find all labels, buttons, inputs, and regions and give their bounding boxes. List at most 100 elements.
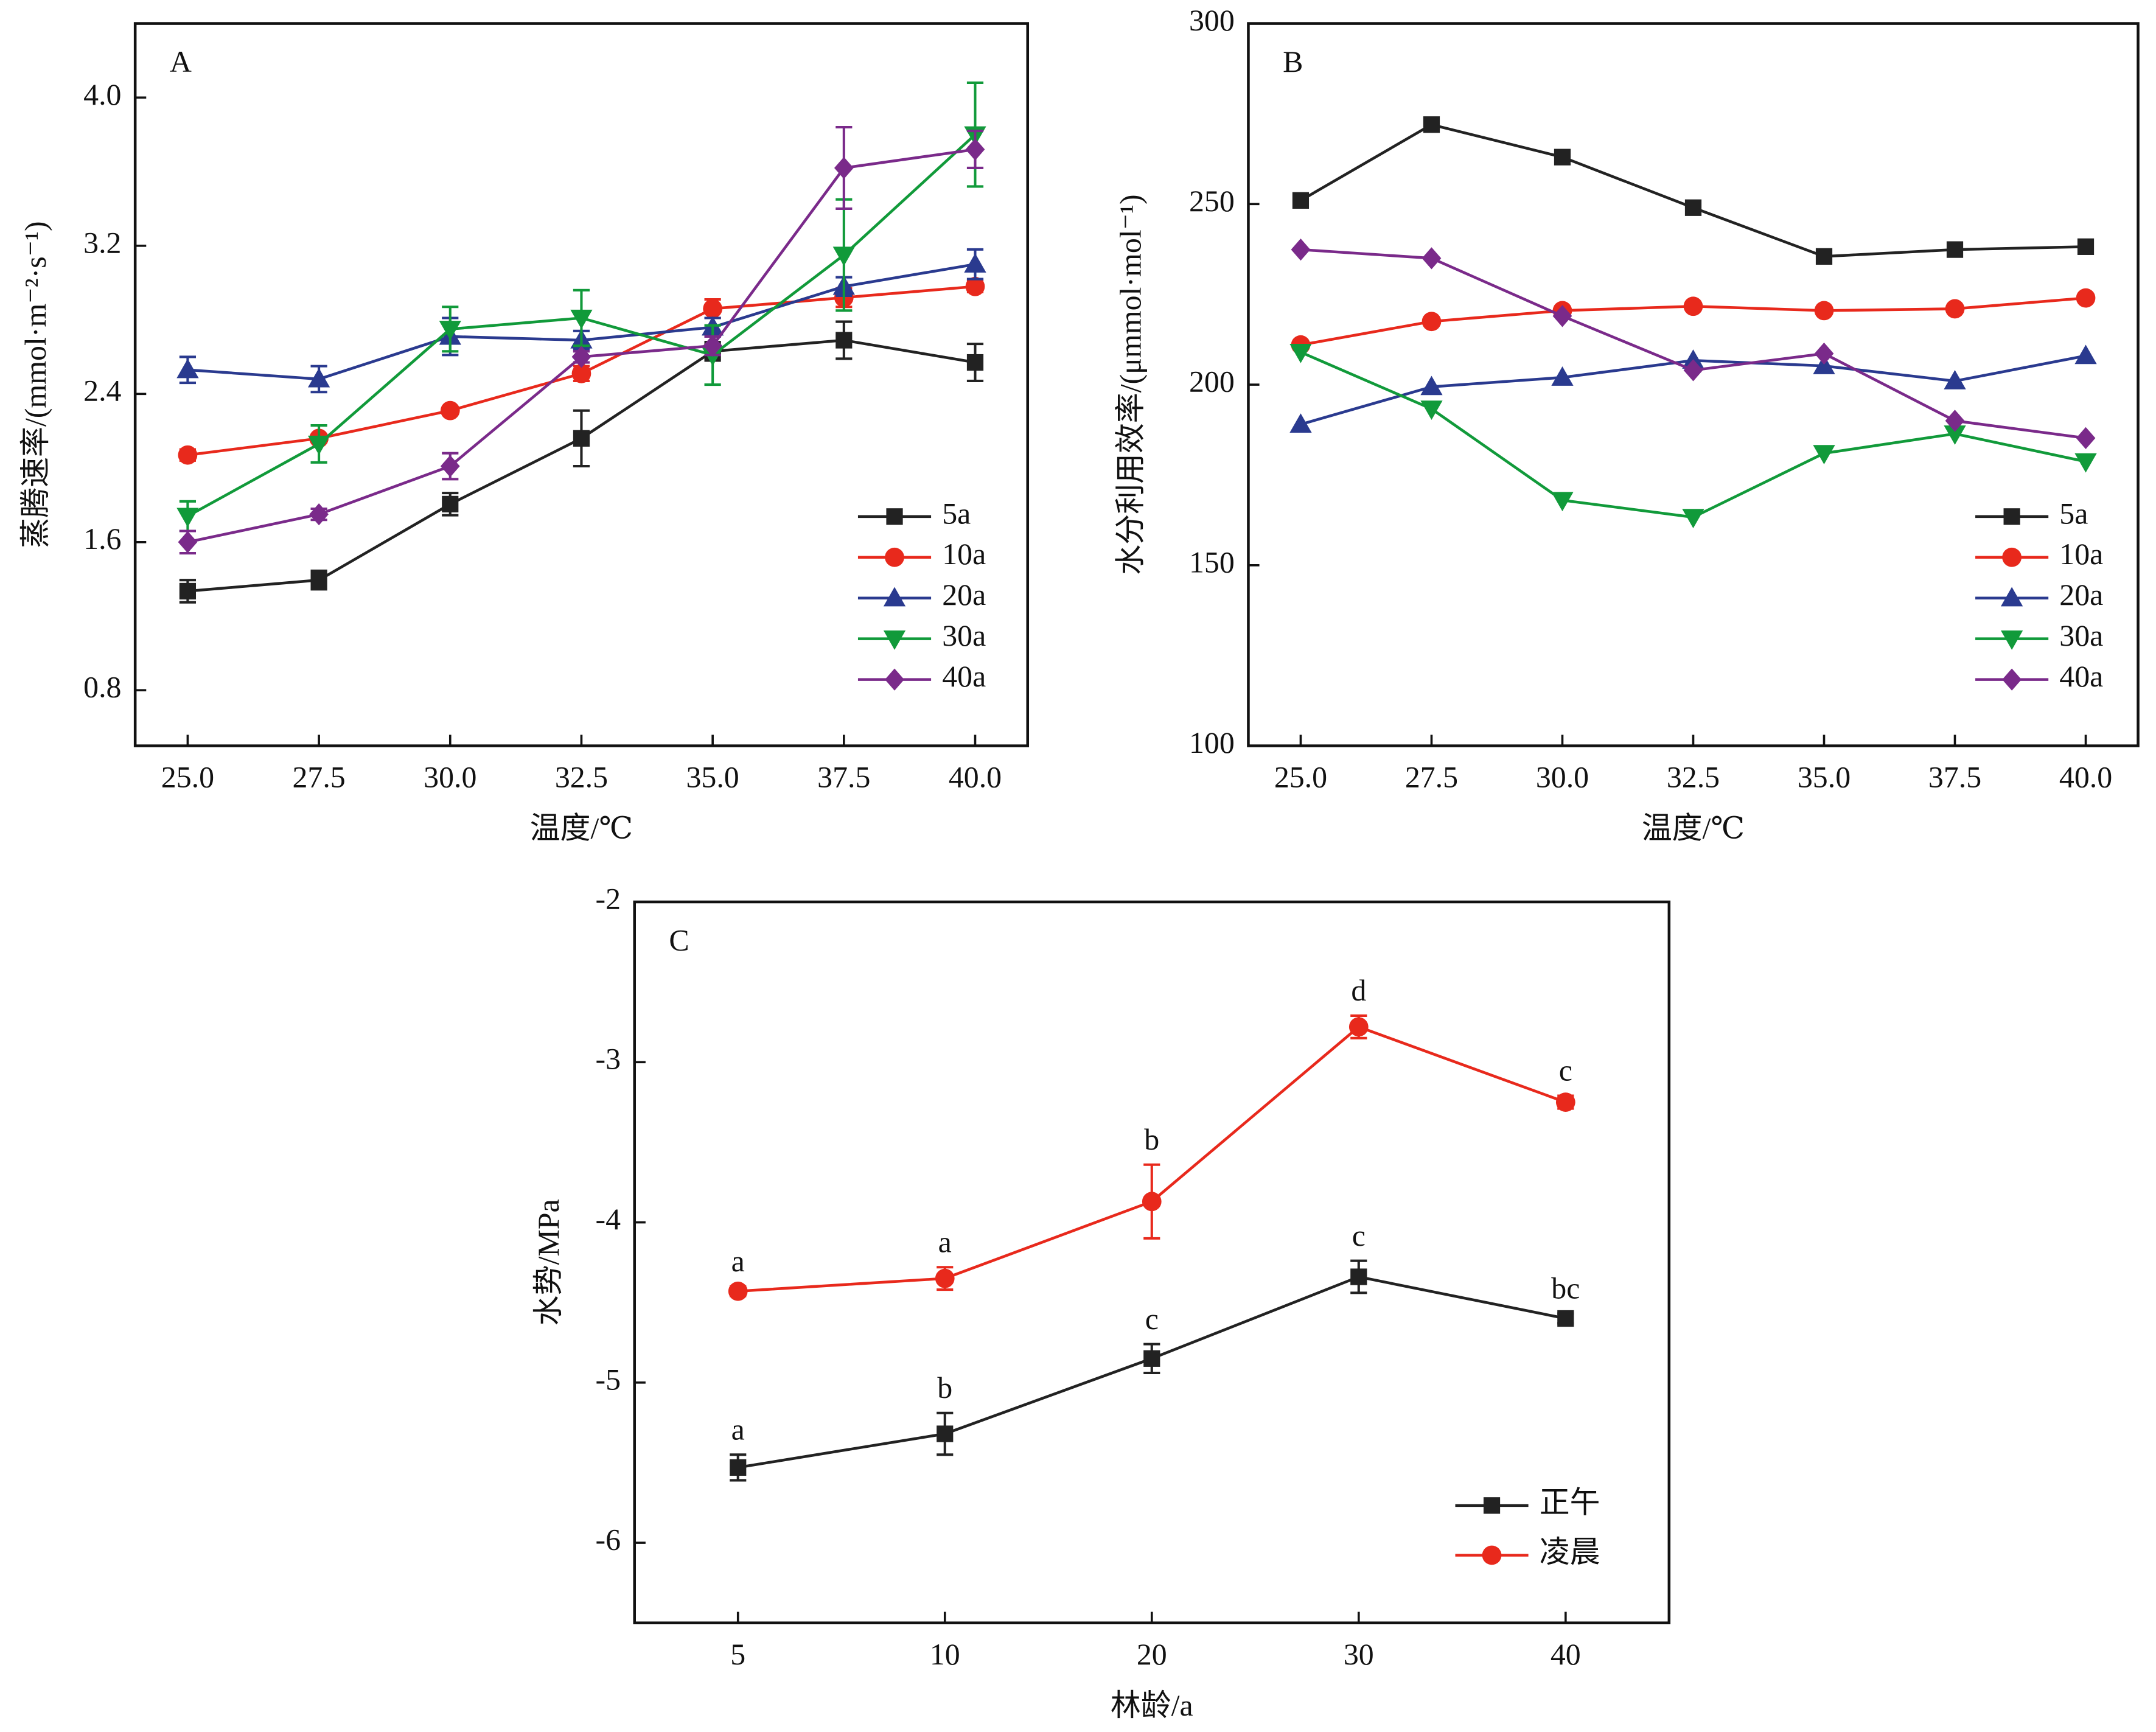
y-tick-label: 3.2 bbox=[83, 226, 121, 259]
x-tick-label: 10 bbox=[930, 1638, 960, 1671]
marker bbox=[179, 582, 197, 600]
marker bbox=[1420, 375, 1443, 396]
marker bbox=[2074, 344, 2097, 365]
y-tick-label: -4 bbox=[596, 1203, 621, 1236]
x-tick-label: 35.0 bbox=[1798, 761, 1851, 794]
significance-label: c bbox=[1145, 1302, 1159, 1336]
marker bbox=[1420, 400, 1443, 420]
marker bbox=[836, 332, 853, 349]
legend-label: 30a bbox=[2059, 619, 2103, 652]
legend-label: 5a bbox=[2059, 497, 2088, 530]
marker bbox=[439, 321, 461, 340]
marker bbox=[307, 435, 330, 455]
marker bbox=[1142, 1192, 1162, 1212]
marker bbox=[1350, 1268, 1367, 1285]
marker bbox=[310, 571, 327, 588]
marker bbox=[178, 531, 198, 553]
marker bbox=[1682, 509, 1704, 529]
marker bbox=[703, 334, 723, 357]
significance-label: a bbox=[731, 1245, 745, 1278]
marker bbox=[965, 276, 985, 296]
marker bbox=[834, 156, 854, 180]
marker bbox=[176, 508, 199, 528]
y-tick-label: 100 bbox=[1189, 726, 1235, 759]
significance-label: b bbox=[937, 1371, 952, 1405]
marker bbox=[886, 508, 903, 525]
x-tick-label: 27.5 bbox=[1405, 761, 1458, 794]
y-tick-label: 150 bbox=[1189, 545, 1235, 579]
y-tick-label: 2.4 bbox=[83, 374, 121, 408]
marker bbox=[883, 630, 906, 650]
marker bbox=[1422, 247, 1442, 270]
legend-label: 正午 bbox=[1540, 1486, 1600, 1519]
x-tick-label: 25.0 bbox=[1274, 761, 1327, 794]
marker bbox=[1683, 296, 1703, 316]
marker bbox=[570, 309, 593, 329]
y-tick-label: 0.8 bbox=[83, 671, 121, 704]
marker bbox=[728, 1281, 748, 1301]
series-line bbox=[1300, 123, 2086, 258]
x-tick-label: 35.0 bbox=[686, 761, 739, 794]
marker bbox=[1814, 301, 1834, 321]
y-axis-label: 蒸腾速率/(mmol·m⁻²·s⁻¹) bbox=[19, 221, 52, 548]
marker bbox=[307, 368, 330, 388]
legend-label: 40a bbox=[2059, 660, 2103, 693]
x-tick-label: 30.0 bbox=[424, 761, 476, 794]
legend-label: 10a bbox=[2059, 537, 2103, 571]
panel-label: C bbox=[669, 924, 689, 957]
marker bbox=[2000, 587, 2023, 607]
x-tick-label: 40.0 bbox=[949, 761, 1002, 794]
marker bbox=[2076, 427, 2096, 450]
x-tick-label: 37.5 bbox=[1928, 761, 1981, 794]
marker bbox=[442, 495, 459, 512]
y-tick-label: -5 bbox=[596, 1363, 621, 1396]
series-line bbox=[738, 1025, 1566, 1293]
marker bbox=[1422, 312, 1442, 332]
y-axis-label: 水势/MPa bbox=[532, 1199, 565, 1325]
marker bbox=[1483, 1497, 1501, 1514]
marker bbox=[2077, 238, 2095, 255]
marker bbox=[885, 547, 904, 567]
y-tick-label: -3 bbox=[596, 1042, 621, 1076]
marker bbox=[1143, 1350, 1160, 1367]
marker bbox=[1815, 248, 1833, 265]
y-tick-label: 300 bbox=[1189, 4, 1235, 37]
marker bbox=[1289, 413, 1312, 433]
marker bbox=[935, 1268, 955, 1288]
marker bbox=[176, 358, 199, 379]
marker bbox=[1814, 342, 1834, 365]
legend-label: 5a bbox=[942, 497, 971, 530]
marker bbox=[1944, 425, 1966, 445]
plot-frame bbox=[633, 900, 1671, 1624]
x-axis-label: 林龄/a bbox=[1111, 1689, 1193, 1722]
y-tick-label: 200 bbox=[1189, 365, 1235, 398]
marker bbox=[1684, 199, 1702, 216]
marker bbox=[309, 503, 329, 526]
marker bbox=[2002, 668, 2022, 691]
y-axis-label: 水分利用效率/(μmmol·mol⁻¹) bbox=[1114, 194, 1148, 574]
marker bbox=[966, 354, 984, 371]
marker bbox=[883, 587, 906, 607]
marker bbox=[703, 299, 723, 319]
marker bbox=[1554, 148, 1571, 166]
significance-label: a bbox=[938, 1225, 952, 1259]
marker bbox=[1945, 299, 1965, 319]
marker bbox=[1682, 349, 1704, 369]
x-tick-label: 37.5 bbox=[817, 761, 870, 794]
y-tick-label: -6 bbox=[596, 1523, 621, 1557]
legend-label: 20a bbox=[2059, 578, 2103, 612]
marker bbox=[440, 400, 460, 421]
marker bbox=[1292, 192, 1310, 209]
marker bbox=[178, 445, 198, 465]
legend-label: 20a bbox=[942, 578, 986, 612]
x-tick-label: 40.0 bbox=[2059, 761, 2112, 794]
series-line bbox=[1300, 248, 2086, 440]
x-tick-label: 27.5 bbox=[292, 761, 345, 794]
y-tick-label: 1.6 bbox=[83, 522, 121, 556]
marker bbox=[885, 668, 904, 691]
marker bbox=[1289, 344, 1312, 363]
y-tick-label: 4.0 bbox=[83, 78, 121, 111]
significance-label: c bbox=[1559, 1054, 1572, 1088]
significance-label: b bbox=[1144, 1123, 1159, 1156]
